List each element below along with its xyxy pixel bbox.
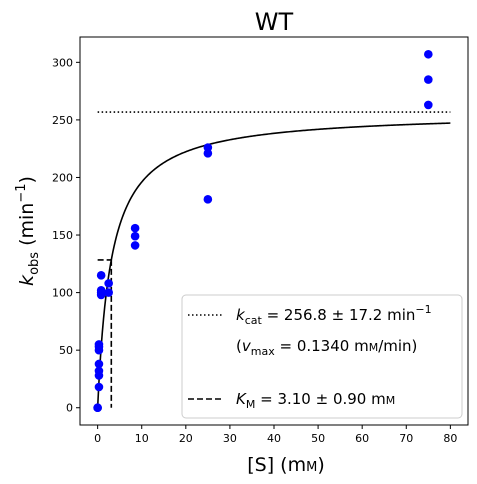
data-point: [93, 403, 102, 413]
data-point: [203, 195, 213, 204]
legend-vmax-label: (vmax = 0.1340 mM/min): [236, 337, 417, 358]
data-point: [94, 340, 104, 349]
legend: kcat = 256.8 ± 17.2 min−1 (vmax = 0.1340…: [181, 294, 463, 419]
y-tick-label: 50: [59, 344, 73, 357]
legend-kcat-label: kcat = 256.8 ± 17.2 min−1: [236, 303, 432, 327]
michaelis-menten-fit-line: [96, 122, 451, 408]
x-tick-label: 50: [311, 432, 325, 445]
plot-layer: [93, 49, 451, 413]
data-point: [104, 279, 113, 288]
y-tick-label: 150: [52, 229, 73, 242]
y-tick-label: 0: [66, 402, 73, 415]
data-point: [94, 359, 104, 369]
data-point: [424, 75, 433, 84]
data-point: [203, 143, 213, 152]
data-point: [104, 288, 113, 297]
data-point: [94, 366, 104, 376]
ticks-layer: 0 10 20 30 40 50 60 70 80 0 50 100 150 200 250 300: [52, 56, 457, 445]
legend-km-label: KM = 3.10 ± 0.90 mM: [236, 390, 395, 411]
x-tick-label: 80: [443, 432, 457, 445]
data-point: [94, 382, 104, 392]
data-point: [424, 49, 433, 59]
x-axis-label: [S] (mM): [247, 454, 325, 476]
y-tick-label: 200: [52, 171, 73, 184]
y-tick-label: 250: [52, 114, 73, 127]
y-tick-label: 100: [52, 287, 73, 300]
data-point: [96, 271, 106, 280]
x-tick-label: 70: [399, 432, 413, 445]
x-tick-label: 40: [267, 432, 281, 445]
x-tick-label: 20: [179, 432, 193, 445]
data-point: [130, 231, 140, 241]
chart-title: WT: [255, 8, 294, 36]
x-tick-label: 30: [223, 432, 237, 445]
x-tick-label: 60: [355, 432, 369, 445]
data-point: [424, 100, 433, 110]
data-point: [130, 241, 140, 250]
legend-box: [181, 294, 463, 419]
data-point: [96, 285, 106, 295]
x-tick-label: 0: [94, 432, 101, 445]
x-tick-label: 10: [135, 432, 149, 445]
data-point: [130, 223, 140, 233]
y-axis-label: kobs (min−1): [14, 176, 42, 286]
y-tick-label: 300: [52, 56, 73, 69]
